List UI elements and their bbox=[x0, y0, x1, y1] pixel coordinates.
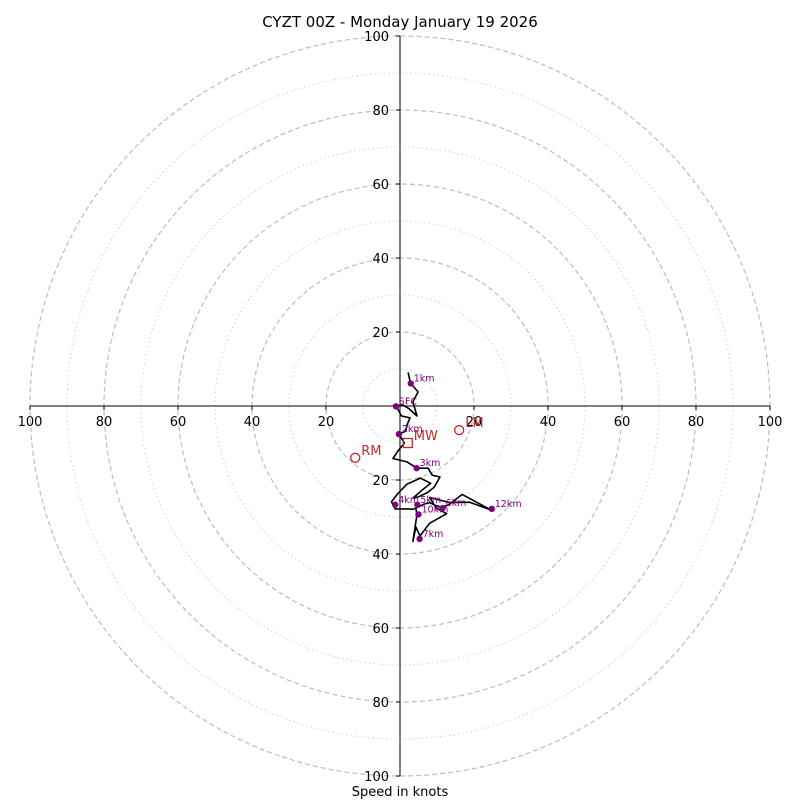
storm-motion-mw-marker bbox=[402, 437, 413, 449]
height-marker-label-12km: 12km bbox=[495, 499, 522, 510]
x-tick-label: 80 bbox=[96, 415, 113, 430]
x-tick-label: 60 bbox=[170, 415, 187, 430]
height-marker-label-10km: 10km bbox=[422, 504, 449, 515]
y-tick-label: 20 bbox=[372, 474, 389, 489]
storm-motion-rm-label: RM bbox=[361, 444, 381, 459]
height-marker-2km bbox=[395, 430, 403, 438]
x-tick-label: 40 bbox=[244, 415, 261, 430]
storm-motion-rm-marker bbox=[350, 452, 361, 463]
storm-motions: MW LM RM bbox=[350, 416, 484, 463]
height-marker-label-sfc: SFC bbox=[399, 396, 417, 407]
storm-motion-lm-label: LM bbox=[465, 416, 483, 431]
height-marker-label-6km: 6km bbox=[446, 498, 467, 509]
hodograph-trace-line bbox=[390, 372, 492, 543]
tick-labels: 100 80 60 40 20 20 40 60 80 100 100 80 60 40 20 20 40 60 8… bbox=[18, 30, 783, 785]
height-marker-1km bbox=[407, 380, 414, 387]
height-marker-3km bbox=[413, 464, 420, 472]
height-marker-label-1km: 1km bbox=[414, 373, 435, 384]
x-tick-label: 60 bbox=[614, 415, 631, 430]
y-tick-label: 100 bbox=[364, 30, 389, 45]
x-tick-label: 100 bbox=[18, 415, 43, 430]
y-tick-label: 80 bbox=[372, 696, 389, 711]
y-tick-label: 80 bbox=[372, 104, 389, 119]
height-marker-7km bbox=[416, 535, 423, 543]
height-marker-label-5km: 5km bbox=[420, 495, 441, 506]
x-tick-label: 80 bbox=[688, 415, 705, 430]
storm-motion-mw-label: MW bbox=[414, 429, 438, 444]
x-tick-label: 100 bbox=[758, 415, 783, 430]
height-marker-sfc bbox=[392, 403, 400, 410]
height-marker-12km bbox=[488, 505, 495, 513]
x-tick-label: 20 bbox=[466, 415, 483, 430]
y-tick-label: 40 bbox=[372, 252, 389, 267]
y-tick-label: 60 bbox=[372, 178, 389, 193]
height-marker-5km bbox=[414, 501, 421, 508]
y-tick-label: 100 bbox=[364, 770, 389, 785]
height-marker-label-7km: 7km bbox=[423, 529, 444, 540]
wind-trace bbox=[390, 372, 492, 543]
x-tick-label: 20 bbox=[318, 415, 335, 430]
height-marker-4km bbox=[391, 501, 399, 508]
height-marker-label-3km: 3km bbox=[420, 458, 441, 469]
x-axis-label: Speed in knots bbox=[352, 785, 449, 800]
height-marker-label-2km: 2km bbox=[402, 424, 423, 435]
storm-motion-lm-marker bbox=[454, 424, 465, 436]
height-marker-6km bbox=[439, 504, 446, 512]
y-tick-label: 60 bbox=[372, 622, 389, 637]
x-tick-label: 40 bbox=[540, 415, 557, 430]
height-marker-10km bbox=[415, 511, 422, 518]
height-marker-label-4km: 4km bbox=[398, 495, 419, 506]
chart-title: CYZT 00Z - Monday January 19 2026 bbox=[262, 13, 538, 31]
y-tick-label: 20 bbox=[372, 326, 389, 341]
y-tick-label: 40 bbox=[372, 548, 389, 563]
